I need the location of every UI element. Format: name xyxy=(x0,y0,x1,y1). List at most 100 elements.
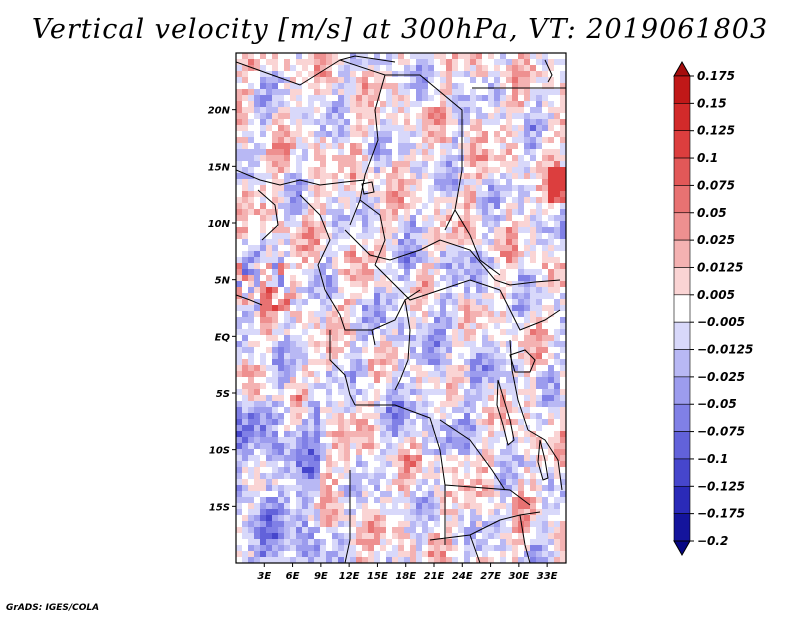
field-cell xyxy=(560,419,566,425)
field-cell xyxy=(482,179,488,185)
field-cell xyxy=(236,389,242,395)
field-cell xyxy=(260,113,266,119)
field-cell xyxy=(482,281,488,287)
field-cell xyxy=(272,281,278,287)
field-cell xyxy=(254,239,260,245)
field-cell xyxy=(236,101,242,107)
field-cell xyxy=(452,377,458,383)
field-cell xyxy=(530,251,536,257)
field-cell xyxy=(374,485,380,491)
field-cell xyxy=(362,245,368,251)
field-cell xyxy=(392,311,398,317)
field-cell xyxy=(380,299,386,305)
field-cell xyxy=(242,371,248,377)
field-cell xyxy=(362,131,368,137)
field-cell xyxy=(236,527,242,533)
field-cell xyxy=(260,89,266,95)
field-cell xyxy=(464,263,470,269)
field-cell xyxy=(338,491,344,497)
field-cell xyxy=(536,557,542,563)
x-tick-label: 24E xyxy=(452,571,473,582)
field-cell xyxy=(494,323,500,329)
field-cell xyxy=(554,209,560,215)
field-cell xyxy=(488,263,494,269)
field-cell xyxy=(488,305,494,311)
field-cell xyxy=(440,197,446,203)
field-cell xyxy=(488,557,494,563)
field-cell xyxy=(260,71,266,77)
field-cell xyxy=(260,65,266,71)
field-cell xyxy=(536,251,542,257)
field-cell xyxy=(266,323,272,329)
field-cell xyxy=(392,107,398,113)
field-cell xyxy=(488,359,494,365)
field-cell xyxy=(392,401,398,407)
field-cell xyxy=(500,203,506,209)
field-cell xyxy=(398,461,404,467)
field-cell xyxy=(290,263,296,269)
field-cell xyxy=(320,221,326,227)
field-cell xyxy=(554,257,560,263)
field-cell xyxy=(362,203,368,209)
field-cell xyxy=(512,449,518,455)
field-cell xyxy=(548,119,554,125)
field-cell xyxy=(374,95,380,101)
field-cell xyxy=(392,71,398,77)
field-cell xyxy=(452,311,458,317)
field-cell xyxy=(488,83,494,89)
field-cell xyxy=(536,347,542,353)
field-cell xyxy=(440,281,446,287)
field-cell xyxy=(560,83,566,89)
field-cell xyxy=(410,191,416,197)
field-cell xyxy=(476,359,482,365)
field-cell xyxy=(272,533,278,539)
field-cell xyxy=(446,83,452,89)
field-cell xyxy=(440,557,446,563)
field-cell xyxy=(362,413,368,419)
field-cell xyxy=(236,197,242,203)
field-cell xyxy=(278,533,284,539)
field-cell xyxy=(506,335,512,341)
field-cell xyxy=(440,65,446,71)
field-cell xyxy=(404,227,410,233)
field-cell xyxy=(542,269,548,275)
field-cell xyxy=(506,461,512,467)
field-cell xyxy=(434,515,440,521)
field-cell xyxy=(284,293,290,299)
field-cell xyxy=(410,293,416,299)
field-cell xyxy=(458,221,464,227)
field-cell xyxy=(422,347,428,353)
field-cell xyxy=(308,329,314,335)
field-cell xyxy=(374,359,380,365)
field-cell xyxy=(362,119,368,125)
field-cell xyxy=(392,227,398,233)
field-cell xyxy=(344,413,350,419)
field-cell xyxy=(512,353,518,359)
field-cell xyxy=(452,65,458,71)
field-cell xyxy=(500,425,506,431)
field-cell xyxy=(500,251,506,257)
field-cell xyxy=(260,365,266,371)
field-cell xyxy=(344,191,350,197)
field-cell xyxy=(542,101,548,107)
field-cell xyxy=(548,389,554,395)
field-cell xyxy=(332,539,338,545)
field-cell xyxy=(350,413,356,419)
field-cell xyxy=(548,395,554,401)
field-cell xyxy=(332,485,338,491)
field-cell xyxy=(560,431,566,437)
field-cell xyxy=(428,95,434,101)
field-cell xyxy=(470,347,476,353)
field-cell xyxy=(416,461,422,467)
field-cell xyxy=(260,323,266,329)
field-cell xyxy=(554,239,560,245)
field-cell xyxy=(464,497,470,503)
field-cell xyxy=(380,191,386,197)
colorbar-label: 0.15 xyxy=(697,96,727,110)
field-cell xyxy=(260,443,266,449)
field-cell xyxy=(410,209,416,215)
field-cell xyxy=(236,557,242,563)
field-cell xyxy=(380,497,386,503)
field-cell xyxy=(536,89,542,95)
field-cell xyxy=(380,437,386,443)
